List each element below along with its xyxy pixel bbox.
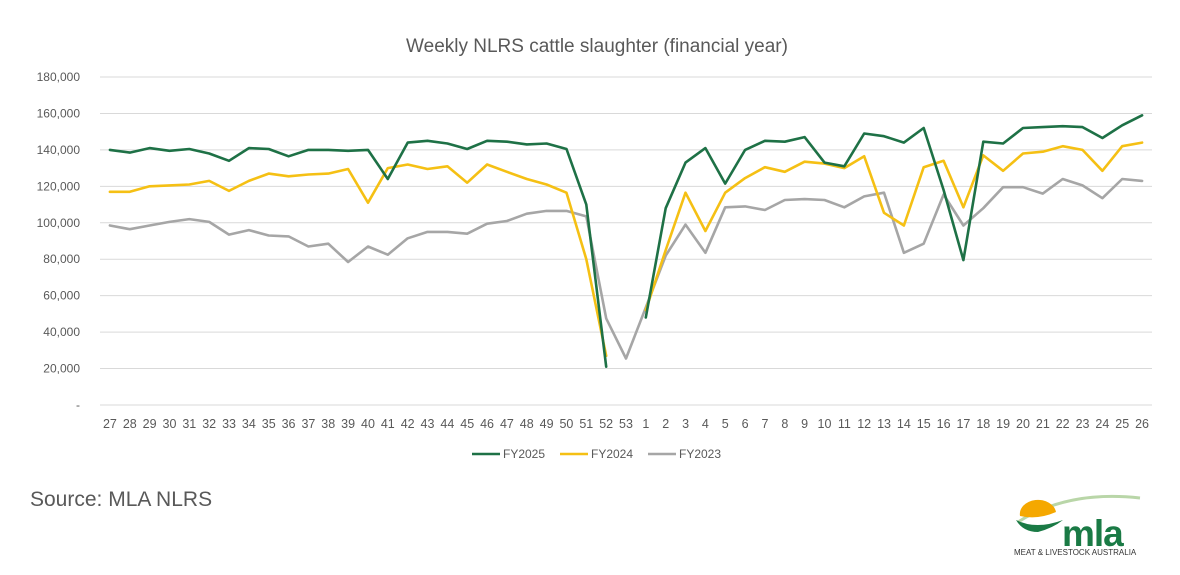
x-tick-label: 27 xyxy=(103,417,117,431)
x-tick-label: 23 xyxy=(1076,417,1090,431)
mla-logo-icon xyxy=(1016,494,1141,532)
x-tick-label: 8 xyxy=(781,417,788,431)
y-tick-label: 180,000 xyxy=(37,70,81,84)
x-tick-label: 35 xyxy=(262,417,276,431)
x-tick-label: 7 xyxy=(761,417,768,431)
y-tick-label: - xyxy=(76,398,80,412)
x-tick-label: 48 xyxy=(520,417,534,431)
legend-label: FY2025 xyxy=(503,447,545,461)
x-tick-label: 39 xyxy=(341,417,355,431)
y-tick-label: 40,000 xyxy=(43,325,80,339)
x-tick-label: 4 xyxy=(702,417,709,431)
series-line-fy2025 xyxy=(108,114,1144,368)
x-tick-label: 51 xyxy=(579,417,593,431)
x-tick-label: 24 xyxy=(1095,417,1109,431)
y-tick-label: 100,000 xyxy=(37,216,81,230)
x-tick-label: 15 xyxy=(917,417,931,431)
x-tick-label: 14 xyxy=(897,417,911,431)
y-tick-label: 160,000 xyxy=(37,106,81,120)
x-tick-label: 40 xyxy=(361,417,375,431)
logo-subtitle: MEAT & LIVESTOCK AUSTRALIA xyxy=(1014,548,1137,557)
x-tick-label: 1 xyxy=(642,417,649,431)
legend-label: FY2023 xyxy=(679,447,721,461)
x-tick-label: 25 xyxy=(1115,417,1129,431)
y-axis-tick-labels: - 20,000 40,000 60,000 80,000 100,000 120,000 1… xyxy=(37,70,81,412)
series-lines xyxy=(108,114,1144,368)
x-tick-label: 17 xyxy=(956,417,970,431)
x-tick-label: 11 xyxy=(838,417,851,431)
logo-text: mla xyxy=(1062,513,1124,554)
source-note: Source: MLA NLRS xyxy=(30,488,213,511)
x-tick-label: 45 xyxy=(460,417,474,431)
x-tick-label: 43 xyxy=(421,417,435,431)
legend-label: FY2024 xyxy=(591,447,633,461)
x-tick-label: 42 xyxy=(401,417,415,431)
x-tick-label: 16 xyxy=(937,417,951,431)
x-tick-label: 18 xyxy=(976,417,990,431)
x-tick-label: 30 xyxy=(163,417,177,431)
y-tick-label: 140,000 xyxy=(37,143,81,157)
y-tick-label: 80,000 xyxy=(43,252,80,266)
x-tick-label: 50 xyxy=(559,417,573,431)
x-tick-label: 20 xyxy=(1016,417,1030,431)
x-axis-tick-labels: 27 28 29 30 31 32 33 34 35 36 37 38 39 40 41 42 43 44 45 46… xyxy=(103,417,1149,431)
x-tick-label: 46 xyxy=(480,417,494,431)
legend: FY2025 FY2024 FY2023 xyxy=(472,447,721,461)
x-tick-label: 3 xyxy=(682,417,689,431)
x-tick-label: 19 xyxy=(996,417,1010,431)
series-line-fy2023 xyxy=(108,177,1144,360)
x-tick-label: 29 xyxy=(143,417,157,431)
x-tick-label: 12 xyxy=(857,417,871,431)
x-tick-label: 47 xyxy=(500,417,514,431)
gridlines xyxy=(100,76,1152,406)
chart-title: Weekly NLRS cattle slaughter (financial … xyxy=(406,36,788,57)
x-tick-label: 5 xyxy=(722,417,729,431)
x-tick-label: 53 xyxy=(619,417,633,431)
x-tick-label: 6 xyxy=(742,417,749,431)
series-line-fy2024 xyxy=(108,141,1144,358)
x-tick-label: 22 xyxy=(1056,417,1070,431)
x-tick-label: 10 xyxy=(818,417,832,431)
x-tick-label: 2 xyxy=(662,417,669,431)
x-tick-label: 34 xyxy=(242,417,256,431)
x-tick-label: 21 xyxy=(1036,417,1050,431)
x-tick-label: 13 xyxy=(877,417,891,431)
y-tick-label: 60,000 xyxy=(43,289,80,303)
y-tick-label: 120,000 xyxy=(37,179,81,193)
x-tick-label: 38 xyxy=(321,417,335,431)
x-tick-label: 37 xyxy=(301,417,315,431)
x-tick-label: 49 xyxy=(540,417,554,431)
y-tick-label: 20,000 xyxy=(43,362,80,376)
x-tick-label: 52 xyxy=(599,417,613,431)
x-tick-label: 9 xyxy=(801,417,808,431)
x-tick-label: 41 xyxy=(381,417,395,431)
x-tick-label: 33 xyxy=(222,417,236,431)
x-tick-label: 44 xyxy=(440,417,454,431)
x-tick-label: 28 xyxy=(123,417,137,431)
x-tick-label: 32 xyxy=(202,417,216,431)
x-tick-label: 36 xyxy=(282,417,296,431)
line-chart: Weekly NLRS cattle slaughter (financial … xyxy=(37,36,1152,461)
x-tick-label: 26 xyxy=(1135,417,1149,431)
x-tick-label: 31 xyxy=(182,417,196,431)
